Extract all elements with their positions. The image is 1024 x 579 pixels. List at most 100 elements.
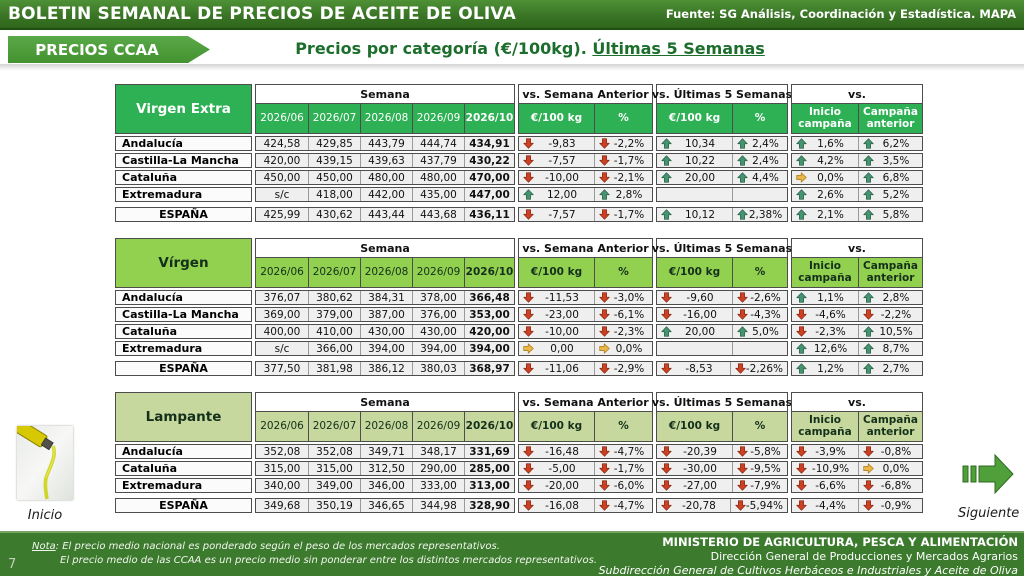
price-cell: 369,00: [263, 308, 301, 321]
arrow-up-icon: [661, 155, 672, 166]
source-attribution: Fuente: SG Análisis, Coordinación y Esta…: [665, 7, 1016, 21]
change-cell: 1,2%: [792, 362, 858, 375]
change-value: -3,0%: [613, 291, 645, 304]
change-value: 0,00: [550, 342, 574, 355]
change-block: 0,0% 6,8%: [791, 170, 923, 185]
sub-header: %: [594, 258, 652, 287]
sub-header: 2026/08: [360, 258, 412, 287]
sub-header: Campaña anterior: [858, 104, 922, 133]
change-cell: 2,38%: [732, 208, 787, 221]
weeks-block: s/c 418,00 442,00 435,00 447,00: [255, 187, 515, 202]
price-cell: 387,00: [360, 308, 412, 321]
arrow-down-icon: [523, 463, 534, 474]
arrow-down-icon: [599, 292, 610, 303]
group-header: vs.: [792, 85, 922, 104]
change-cell: -7,57: [519, 208, 594, 221]
table-row: Andalucía 352,08 352,08 349,71 348,17 331,69-…: [115, 444, 923, 459]
title-bar: BOLETIN SEMANAL DE PRECIOS DE ACEITE DE …: [0, 0, 1024, 30]
change-cell: -16,48: [519, 445, 594, 458]
change-value: 2,8%: [615, 188, 643, 201]
sub-header: Inicio campaña: [792, 412, 858, 441]
change-cell: 1,1%: [792, 291, 858, 304]
arrow-up-icon: [796, 343, 807, 354]
change-value: -4,3%: [750, 308, 781, 321]
change-value: -6,1%: [613, 308, 645, 321]
price-cell: 352,08: [308, 445, 360, 458]
change-value: -4,6%: [815, 308, 846, 321]
price-cell: 377,50: [263, 362, 301, 375]
change-cell: -5,00: [519, 462, 594, 475]
tab-precios-ccaa[interactable]: PRECIOS CCAA: [8, 36, 210, 63]
change-value: 2,38%: [748, 208, 783, 221]
price-cell: 394,00: [412, 342, 464, 355]
change-block: -8,53 -2,26%: [656, 361, 788, 376]
price-cell: 444,74: [412, 137, 464, 150]
change-block: 1,1% 2,8%: [791, 290, 923, 305]
change-value: 0,0%: [817, 171, 844, 184]
change-value: -2,3%: [613, 325, 645, 338]
change-cell: -0,8%: [858, 445, 922, 458]
change-cell: 12,00: [519, 188, 594, 201]
change-cell: -7,9%: [732, 479, 787, 492]
change-value: 1,2%: [817, 362, 844, 375]
price-cell: 378,00: [412, 291, 464, 304]
arrow-down-icon: [863, 500, 874, 511]
change-value: 10,5%: [879, 325, 913, 338]
arrow-up-icon: [863, 172, 874, 183]
price-cell: 470,00: [464, 171, 514, 184]
arrow-up-icon: [863, 189, 874, 200]
change-cell: -1,7%: [594, 462, 652, 475]
sub-header: 2026/06: [256, 104, 308, 133]
sub-header: Campaña anterior: [858, 258, 922, 287]
arrow-down-icon: [599, 463, 610, 474]
price-cell: 344,98: [412, 499, 464, 512]
inicio-nav-button[interactable]: Inicio: [12, 418, 78, 523]
change-cell: 10,5%: [858, 325, 922, 338]
change-value: -2,9%: [613, 362, 645, 375]
change-cell: 10,22: [657, 154, 732, 167]
price-cell: 376,07: [263, 291, 301, 304]
arrow-up-icon: [863, 155, 874, 166]
siguiente-nav-button[interactable]: Siguiente: [958, 450, 1019, 521]
price-cell: 443,68: [412, 208, 464, 221]
region-label: Andalucía: [115, 290, 252, 305]
arrow-up-icon: [796, 189, 807, 200]
change-cell: -2,26%: [729, 362, 787, 375]
change-cell: 5,2%: [858, 188, 922, 201]
change-cell: -1,7%: [594, 208, 652, 221]
sub-header: 2026/07: [308, 412, 360, 441]
change-value: -0,9%: [880, 499, 912, 512]
price-cell: 420,00: [263, 154, 301, 167]
change-cell: -11,06: [519, 362, 594, 375]
price-cell: 442,00: [360, 188, 412, 201]
change-block: 10,12 2,38%: [656, 207, 788, 222]
change-value: -10,00: [545, 171, 579, 184]
price-cell: 380,03: [412, 362, 464, 375]
change-value: -6,8%: [880, 479, 912, 492]
change-block: 20,00 5,0%: [656, 324, 788, 339]
arrow-down-icon: [661, 292, 672, 303]
ministry-block: MINISTERIO DE AGRICULTURA, PESCA Y ALIME…: [599, 535, 1018, 579]
change-value: 10,34: [684, 137, 716, 150]
change-block: 2,1% 5,8%: [791, 207, 923, 222]
category-header: Vírgen: [115, 238, 252, 288]
region-label: ESPAÑA: [115, 361, 252, 376]
group-header: vs. Semana Anterior: [519, 85, 652, 104]
region-label: Extremadura: [115, 187, 252, 202]
table-header-row: Lampante Semana 2026/06 2026/07 2026/08 2026/…: [115, 392, 923, 442]
group-header: vs.: [792, 393, 922, 412]
change-value: 20,00: [684, 171, 716, 184]
region-label: ESPAÑA: [115, 207, 252, 222]
olive-oil-photo: [12, 418, 73, 500]
change-block: -20,39 -5,8%: [656, 444, 788, 459]
change-cell: 20,00: [657, 171, 732, 184]
arrow-down-icon: [735, 363, 746, 374]
change-block: 20,00 4,4%: [656, 170, 788, 185]
change-value: 10,12: [684, 208, 716, 221]
price-table-virgen-extra: Virgen Extra Semana 2026/06 2026/07 2026/08 2…: [115, 84, 923, 222]
change-cell: -27,00: [657, 479, 732, 492]
arrow-up-icon: [796, 138, 807, 149]
price-cell: 366,48: [464, 291, 514, 304]
table-row: Extremadura s/c 418,00 442,00 435,00 447,00 12…: [115, 187, 923, 202]
change-cell: -10,00: [519, 325, 594, 338]
